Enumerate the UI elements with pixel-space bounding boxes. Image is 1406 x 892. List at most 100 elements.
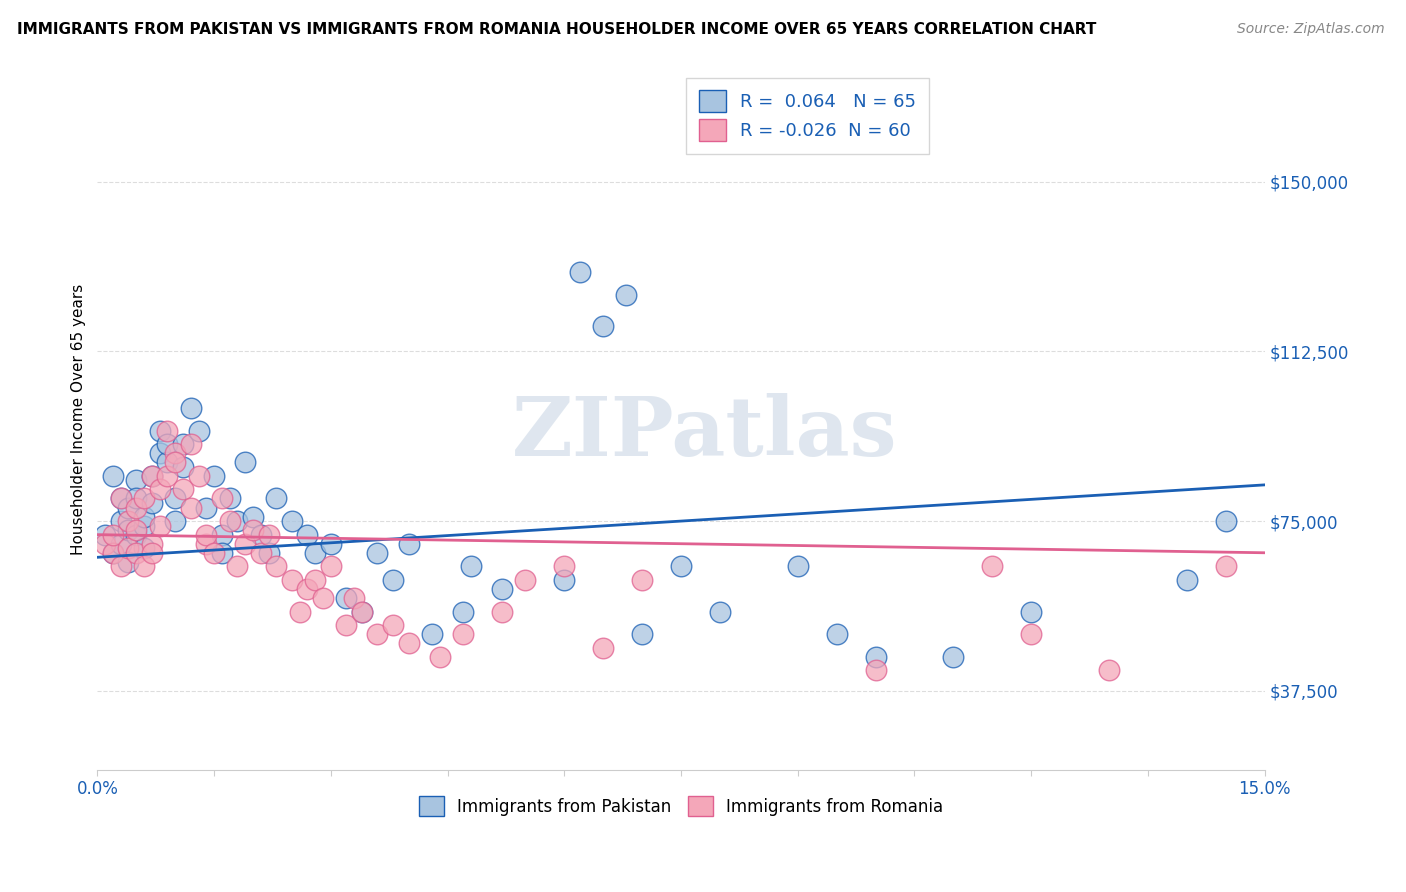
Point [786,559,808,574]
Point [125,523,148,537]
Point [117,514,139,528]
Point [195,527,218,541]
Point [149,446,172,460]
Point [101,546,124,560]
Point [350,605,373,619]
Point [125,527,148,541]
Point [451,605,474,619]
Point [172,459,194,474]
Point [319,537,342,551]
Point [94,527,117,541]
Point [242,509,264,524]
Point [165,455,187,469]
Point [981,559,1004,574]
Point [149,518,172,533]
Point [101,527,124,541]
Point [304,546,326,560]
Point [865,649,887,664]
Point [141,537,163,551]
Point [343,591,366,605]
Point [568,265,591,279]
Point [491,605,513,619]
Point [132,491,155,506]
Point [312,591,335,605]
Point [165,491,187,506]
Point [211,491,233,506]
Point [110,491,132,506]
Point [187,424,209,438]
Point [110,491,132,506]
Point [398,537,420,551]
Point [132,509,155,524]
Point [257,546,280,560]
Point [117,523,139,537]
Point [110,514,132,528]
Point [202,468,225,483]
Point [132,559,155,574]
Y-axis label: Householder Income Over 65 years: Householder Income Over 65 years [72,284,86,555]
Text: IMMIGRANTS FROM PAKISTAN VS IMMIGRANTS FROM ROMANIA HOUSEHOLDER INCOME OVER 65 Y: IMMIGRANTS FROM PAKISTAN VS IMMIGRANTS F… [17,22,1097,37]
Point [242,523,264,537]
Point [1019,605,1042,619]
Point [1175,573,1198,587]
Point [398,636,420,650]
Point [172,437,194,451]
Point [420,627,443,641]
Point [187,468,209,483]
Point [825,627,848,641]
Point [491,582,513,596]
Point [669,559,692,574]
Point [266,559,288,574]
Point [125,491,148,506]
Point [117,541,139,556]
Point [1215,514,1237,528]
Point [156,468,179,483]
Point [165,446,187,460]
Point [1019,627,1042,641]
Point [592,640,614,655]
Point [156,437,179,451]
Point [117,555,139,569]
Point [304,573,326,587]
Point [125,546,148,560]
Point [266,491,288,506]
Point [156,424,179,438]
Point [451,627,474,641]
Point [226,514,249,528]
Point [281,573,304,587]
Point [211,546,233,560]
Point [553,573,575,587]
Legend: Immigrants from Pakistan, Immigrants from Romania: Immigrants from Pakistan, Immigrants fro… [411,788,952,825]
Point [132,541,155,556]
Point [233,455,256,469]
Point [165,514,187,528]
Point [592,319,614,334]
Point [709,605,731,619]
Point [180,500,202,515]
Text: ZIPatlas: ZIPatlas [512,393,897,474]
Point [1098,664,1121,678]
Point [429,649,451,664]
Point [125,474,148,488]
Point [202,546,225,560]
Point [195,537,218,551]
Point [366,546,388,560]
Point [141,546,163,560]
Point [366,627,388,641]
Point [942,649,965,664]
Point [149,424,172,438]
Point [631,627,654,641]
Point [335,591,357,605]
Point [211,527,233,541]
Point [132,518,155,533]
Point [281,514,304,528]
Point [382,618,405,632]
Point [616,287,638,301]
Point [350,605,373,619]
Point [195,500,218,515]
Point [319,559,342,574]
Point [141,468,163,483]
Point [1215,559,1237,574]
Point [553,559,575,574]
Point [515,573,537,587]
